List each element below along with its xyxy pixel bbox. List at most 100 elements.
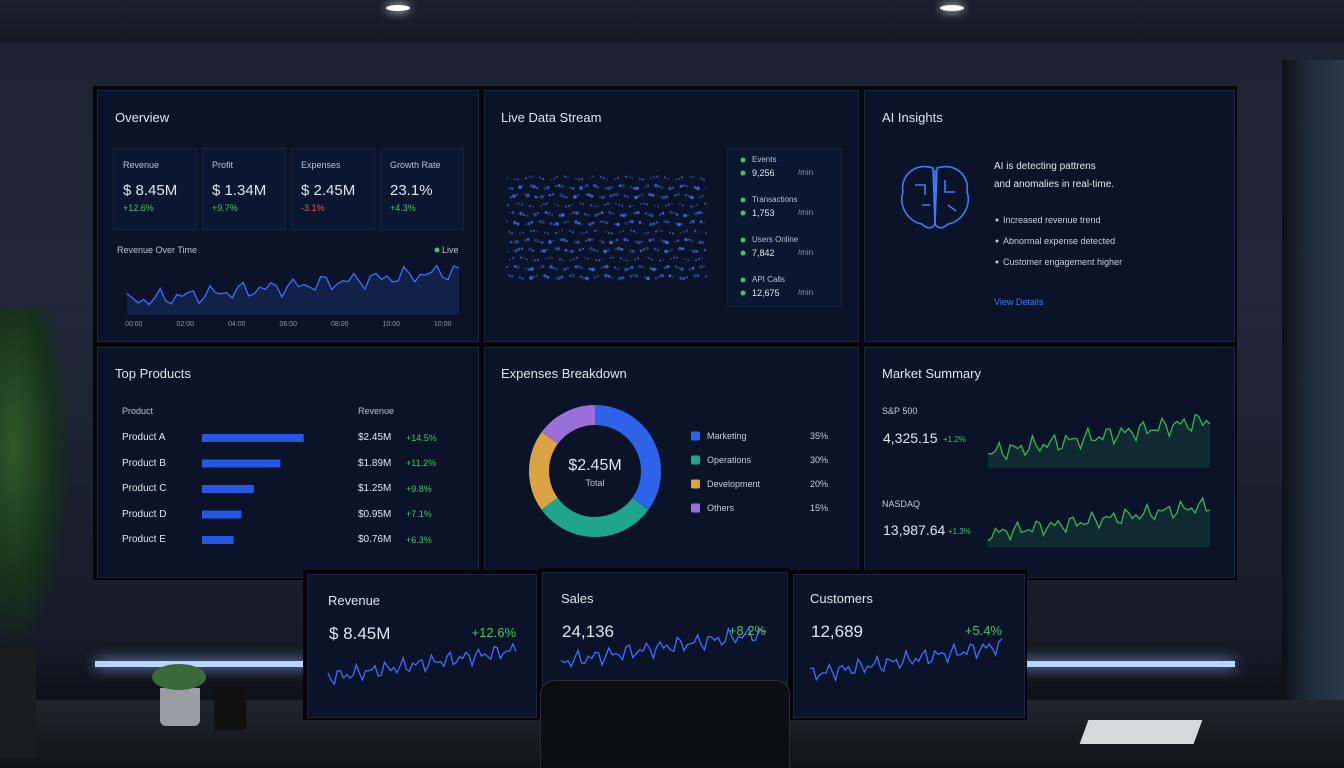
stream-dot xyxy=(568,250,570,253)
stream-dot xyxy=(622,230,624,233)
stream-dot xyxy=(590,194,594,198)
stream-dot xyxy=(589,246,593,251)
stream-dot xyxy=(579,202,581,205)
stream-dot xyxy=(689,175,691,178)
stream-dot xyxy=(699,220,703,224)
stream-dot xyxy=(677,222,681,227)
product-name: Product E xyxy=(122,534,166,545)
metric-unit: /min xyxy=(798,168,814,177)
stream-dot xyxy=(522,184,524,187)
stream-dot xyxy=(579,275,583,279)
stream-dot xyxy=(703,178,705,181)
stream-dot xyxy=(583,232,585,235)
stream-dot xyxy=(519,211,523,216)
status-dot xyxy=(740,157,746,163)
stream-dot xyxy=(538,240,540,243)
stream-dot xyxy=(618,184,622,188)
stream-dot xyxy=(639,178,641,181)
stream-dot xyxy=(696,274,700,277)
column-header: Revenue xyxy=(358,405,395,416)
stream-dot xyxy=(577,221,581,225)
stream-dot xyxy=(585,239,587,242)
stream-dot xyxy=(560,275,564,279)
stream-dot xyxy=(587,238,591,242)
stream-dot xyxy=(689,268,691,271)
stream-dot xyxy=(671,202,673,205)
stream-dot xyxy=(667,177,669,180)
legend-swatch xyxy=(691,503,700,513)
stream-dot xyxy=(563,221,567,224)
stream-dot xyxy=(682,204,684,207)
stream-dot xyxy=(607,186,611,191)
plant-pot xyxy=(160,688,200,726)
index-value: 13,987.64 xyxy=(883,522,946,538)
stream-dot xyxy=(676,256,678,259)
stream-dot xyxy=(648,192,652,197)
product-revenue: $0.95M xyxy=(358,508,392,520)
stream-dot xyxy=(581,177,583,180)
x-tick-label: 08:00 xyxy=(331,320,349,328)
stream-dot xyxy=(525,177,527,180)
product-revenue: $0.76M xyxy=(358,534,392,545)
stream-dot xyxy=(649,267,653,270)
stream-dot xyxy=(616,267,620,271)
monitor-value: 24,136 xyxy=(562,621,614,641)
stream-dot xyxy=(659,213,661,216)
insight-bullet: Increased revenue trend xyxy=(1003,214,1101,225)
stream-dot xyxy=(642,178,644,181)
stream-dot xyxy=(697,210,701,215)
stream-dot xyxy=(588,222,592,227)
stream-dot xyxy=(567,220,569,223)
stream-dot xyxy=(623,237,627,242)
stream-dot xyxy=(548,256,550,259)
stream-dot xyxy=(629,205,631,208)
legend-label: Operations xyxy=(707,454,752,465)
kpi-label: Expenses xyxy=(301,159,341,170)
stream-dot xyxy=(606,178,608,181)
stream-dot xyxy=(571,187,575,190)
stream-dot xyxy=(660,186,664,190)
stream-dot xyxy=(601,195,605,200)
stream-dot xyxy=(596,250,598,253)
stream-dot xyxy=(626,259,628,262)
stream-dot xyxy=(544,231,546,234)
link[interactable]: View Details xyxy=(994,296,1044,307)
monitor-change: +12.6% xyxy=(471,624,516,640)
stream-dot xyxy=(541,220,545,224)
stream-dot xyxy=(615,248,617,251)
stream-dot xyxy=(669,210,673,215)
stream-dot xyxy=(702,194,704,197)
monitor-title: Customers xyxy=(810,590,873,606)
stream-dot xyxy=(567,176,569,179)
donut-segment xyxy=(529,405,661,537)
stream-dot xyxy=(637,257,639,260)
stream-dot xyxy=(663,219,667,224)
stream-dot xyxy=(660,239,662,242)
stream-dot xyxy=(577,264,581,269)
stream-dot xyxy=(644,232,646,235)
stream-dot xyxy=(581,266,583,269)
stream-dot xyxy=(526,193,530,198)
stream-dot xyxy=(562,195,566,199)
stream-dot xyxy=(566,196,568,199)
stream-dot xyxy=(681,176,683,179)
stream-dot xyxy=(588,267,592,271)
stream-dot xyxy=(525,223,527,226)
stream-dot xyxy=(570,259,572,262)
monitor-title: Revenue xyxy=(328,592,381,608)
metric-unit: /min xyxy=(798,248,814,257)
stream-dot xyxy=(694,229,696,232)
stream-dot xyxy=(641,240,643,243)
stream-dot xyxy=(604,203,606,206)
stream-dot xyxy=(529,276,533,280)
stream-dot xyxy=(703,265,705,268)
panel-title: Live Data Stream xyxy=(501,109,602,125)
stream-dot xyxy=(687,259,689,262)
stream-dot xyxy=(611,185,613,188)
stream-dot xyxy=(592,248,596,252)
stream-dot xyxy=(542,177,544,180)
stream-dot xyxy=(539,266,541,269)
stream-dot xyxy=(612,256,614,259)
stream-dot xyxy=(578,248,582,252)
